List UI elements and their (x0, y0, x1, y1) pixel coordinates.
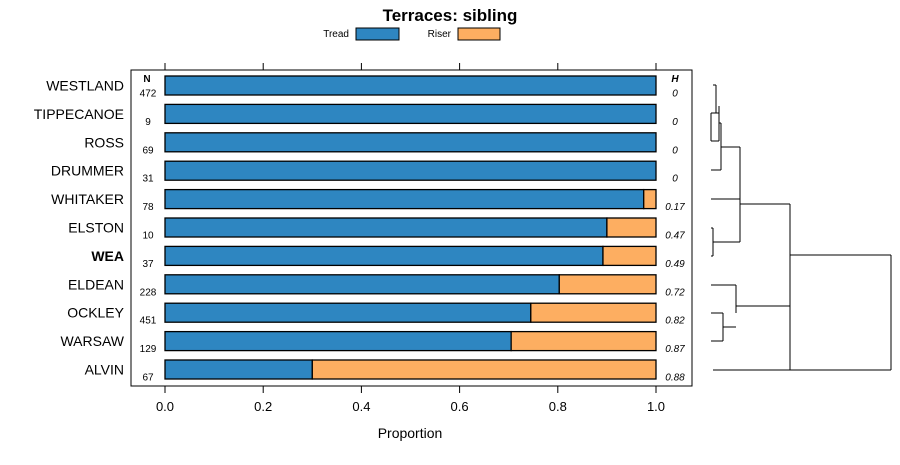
bars-layer (164, 75, 657, 380)
x-tick-label: 0.8 (549, 399, 567, 414)
n-value: 78 (142, 202, 154, 213)
category-label: WESTLAND (46, 78, 124, 94)
bar-segment-tread (164, 330, 512, 352)
bar-segment-tread (164, 75, 657, 96)
bar-segment-riser (530, 302, 657, 323)
bar-segment-riser (510, 330, 657, 352)
h-value: 0.72 (665, 287, 685, 298)
x-axis: 0.0 0.2 0.4 0.6 0.8 1.0 (156, 63, 665, 414)
plot-frame (130, 69, 693, 387)
h-value: 0.17 (665, 202, 685, 213)
h-value: 0.47 (665, 231, 685, 242)
h-value: 0.87 (665, 344, 685, 355)
legend: Tread Riser (323, 27, 501, 41)
bar-segment-tread (164, 302, 532, 323)
n-value: 31 (142, 174, 154, 185)
h-value: 0 (672, 89, 678, 100)
n-value: 472 (140, 89, 157, 100)
n-value: 67 (142, 373, 154, 384)
x-axis-title: Proportion (378, 425, 443, 441)
bar-segment-tread (164, 103, 657, 125)
bar-segment-tread (164, 132, 657, 153)
bar-segment-riser (606, 217, 657, 238)
category-label: WEA (91, 248, 124, 264)
n-value: 451 (140, 316, 157, 327)
n-value: 10 (142, 231, 154, 242)
category-label: DRUMMER (51, 163, 124, 179)
bar-segment-riser (311, 359, 657, 380)
category-label: ROSS (84, 134, 124, 150)
h-value: 0.88 (665, 373, 685, 384)
h-value: 0 (672, 117, 678, 128)
bar-segment-tread (164, 160, 657, 181)
h-value: 0 (672, 145, 678, 156)
category-label: WHITAKER (51, 191, 124, 207)
category-label: WARSAW (60, 333, 124, 349)
h-value: 0 (672, 174, 678, 185)
category-label: ALVIN (85, 362, 124, 378)
dendrogram (710, 84, 892, 371)
bar-segment-riser (558, 274, 657, 295)
bar-segment-tread (164, 245, 604, 267)
chart-title: Terraces: sibling (383, 6, 518, 25)
category-label: TIPPECANOE (34, 106, 124, 122)
category-label: ELSTON (68, 220, 124, 236)
bar-segment-tread (164, 188, 645, 210)
n-value: 129 (140, 344, 157, 355)
x-tick-label: 0.4 (352, 399, 370, 414)
legend-label-riser: Riser (428, 29, 452, 40)
category-label: OCKLEY (67, 305, 124, 321)
n-value: 69 (142, 145, 154, 156)
h-value: 0.82 (665, 316, 685, 327)
h-column-header: H (671, 74, 679, 85)
n-value: 37 (142, 259, 154, 270)
n-value: 9 (145, 117, 151, 128)
x-tick-label: 0.2 (254, 399, 272, 414)
bar-segment-riser (602, 245, 657, 267)
x-tick-label: 1.0 (647, 399, 665, 414)
bar-segment-tread (164, 274, 560, 295)
bar-segment-tread (164, 359, 313, 380)
n-value: 228 (140, 287, 157, 298)
x-tick-label: 0.6 (451, 399, 469, 414)
n-column-header: N (143, 74, 150, 85)
legend-label-tread: Tread (323, 29, 349, 40)
category-label: ELDEAN (68, 276, 124, 292)
legend-swatch-tread (355, 27, 400, 41)
x-tick-label: 0.0 (156, 399, 174, 414)
bar-segment-riser (643, 188, 657, 210)
h-value: 0.49 (665, 259, 685, 270)
bar-segment-tread (164, 217, 608, 238)
legend-swatch-riser (457, 27, 501, 41)
